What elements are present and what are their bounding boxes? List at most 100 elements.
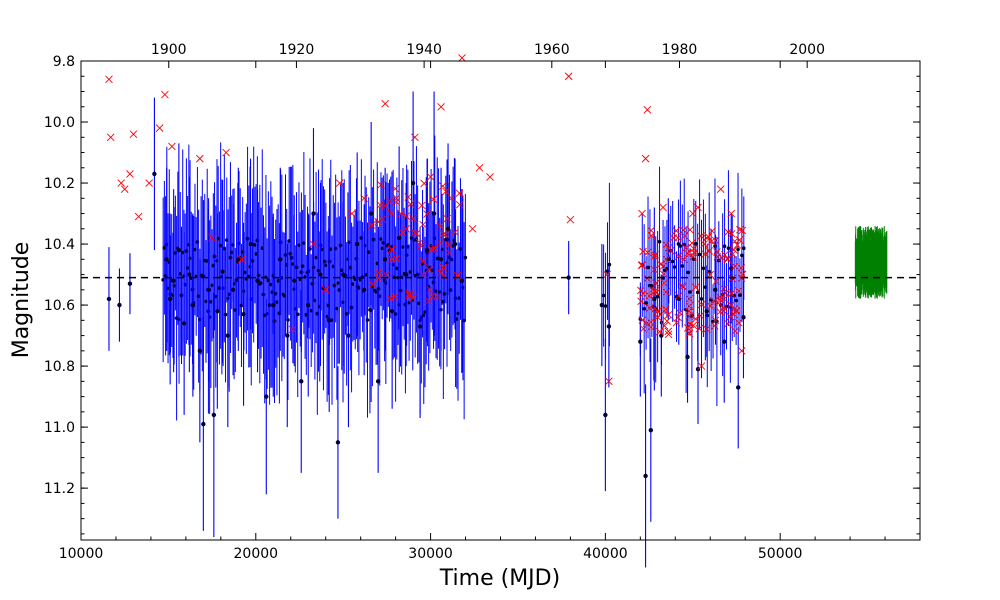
cross-point-cluster <box>451 228 459 237</box>
cross-point-cluster <box>455 189 464 197</box>
data-point-fill <box>286 318 290 322</box>
x-tick-label: 50000 <box>758 546 803 562</box>
cross-point-cluster <box>654 307 662 315</box>
cross-point-cluster <box>419 257 427 266</box>
cross-point-cluster <box>682 243 690 252</box>
data-point-fill <box>680 264 685 268</box>
cross-point <box>288 325 297 334</box>
cross-point <box>688 209 697 218</box>
cross-point <box>659 203 667 212</box>
cross-point-cluster <box>367 221 376 229</box>
data-point <box>171 278 176 283</box>
cross-point-cluster <box>392 254 401 263</box>
y-tick-label: 9.8 <box>53 54 75 70</box>
cross-point-cluster <box>652 288 661 297</box>
x-tick-label: 30000 <box>408 546 453 562</box>
data-point-fill <box>655 294 660 299</box>
cross-point <box>458 54 466 62</box>
cross-point-cluster <box>637 261 646 269</box>
cross-point-cluster <box>436 239 445 248</box>
y-axis-label: Magnitude <box>9 242 34 359</box>
data-point <box>459 278 465 283</box>
data-point-fill <box>736 247 740 252</box>
data-point <box>197 348 203 354</box>
cross-point-cluster <box>639 290 648 298</box>
cross-point-cluster <box>672 318 681 327</box>
data-point <box>117 302 122 308</box>
cross-point-cluster <box>738 226 747 235</box>
top-tick-label: 1900 <box>151 42 187 58</box>
data-point <box>335 440 341 445</box>
data-point <box>736 385 741 390</box>
cross-point-cluster <box>720 284 728 293</box>
tick-labels-layer: 10000 20000 30000 40000 50000 1900 1920 1940 196… <box>44 42 825 562</box>
data-point-fill <box>295 312 300 317</box>
cross-point-cluster <box>637 286 645 295</box>
cross-point-cluster <box>455 200 464 209</box>
cross-point-cluster <box>420 179 428 188</box>
cross-point-cluster <box>708 227 716 235</box>
cross-point-cluster <box>675 308 684 317</box>
cross-point-cluster <box>437 269 445 277</box>
x-tick-label: 40000 <box>583 546 628 562</box>
cross-point-cluster <box>376 201 385 209</box>
cross-point-cluster <box>387 209 395 217</box>
data-point-fill <box>657 239 662 244</box>
data-point <box>236 257 241 262</box>
data-point <box>389 308 395 314</box>
cross-point-cluster <box>436 222 444 230</box>
cross-point <box>680 255 688 264</box>
cross-point-cluster <box>724 319 732 328</box>
cross-point-cluster <box>424 297 433 305</box>
data-point-fill <box>686 270 690 275</box>
data-point-fill <box>672 265 677 269</box>
cross-point-cluster <box>645 304 654 312</box>
data-point <box>292 278 297 283</box>
ticks-layer <box>80 60 921 540</box>
cross-point-cluster <box>700 240 709 248</box>
cross-point-cluster <box>686 225 694 234</box>
cross-point-cluster <box>689 253 697 261</box>
cross-point-cluster <box>674 234 682 242</box>
cross-point-cluster <box>418 201 426 210</box>
cross-point <box>564 72 573 81</box>
data-point-fill <box>365 318 370 322</box>
cross-point-cluster <box>672 226 681 235</box>
cross-point-cluster <box>425 265 433 274</box>
data-point <box>643 473 648 479</box>
cross-point-cluster <box>428 245 436 254</box>
cross-point-cluster <box>714 299 722 307</box>
cross-point <box>475 163 484 172</box>
cross-point-cluster <box>443 214 452 223</box>
cross-point-cluster <box>381 201 389 210</box>
cross-point-cluster <box>368 280 377 289</box>
data-point-fill <box>642 306 646 311</box>
cross-point-cluster <box>378 215 387 224</box>
data-point <box>190 302 196 308</box>
cross-point-cluster <box>685 295 694 303</box>
cross-point-cluster <box>730 246 738 254</box>
cross-point <box>145 179 153 187</box>
top-tick-label: 1980 <box>662 42 698 58</box>
cross-point-cluster <box>680 232 689 240</box>
data-point <box>382 257 388 262</box>
x-axis-label: Time (MJD) <box>439 566 560 591</box>
y-tick-label: 10.4 <box>44 237 75 253</box>
cross-point-cluster <box>656 260 665 269</box>
cross-point-cluster <box>445 248 454 257</box>
cross-point-cluster <box>730 237 739 246</box>
cross-point-cluster <box>377 181 385 189</box>
cross-point-cluster <box>638 316 647 324</box>
data-point <box>410 180 416 186</box>
cross-point-cluster <box>709 296 718 305</box>
data-point-fill <box>670 259 675 264</box>
series-layer <box>105 54 888 568</box>
data-point <box>685 354 690 360</box>
cross-point-cluster <box>664 310 673 319</box>
y-tick-label: 10.0 <box>44 115 75 131</box>
data-point <box>704 308 709 314</box>
data-point-fill <box>463 255 468 260</box>
data-point-fill <box>601 293 606 298</box>
cross-point <box>648 286 657 294</box>
cross-point <box>641 154 650 163</box>
